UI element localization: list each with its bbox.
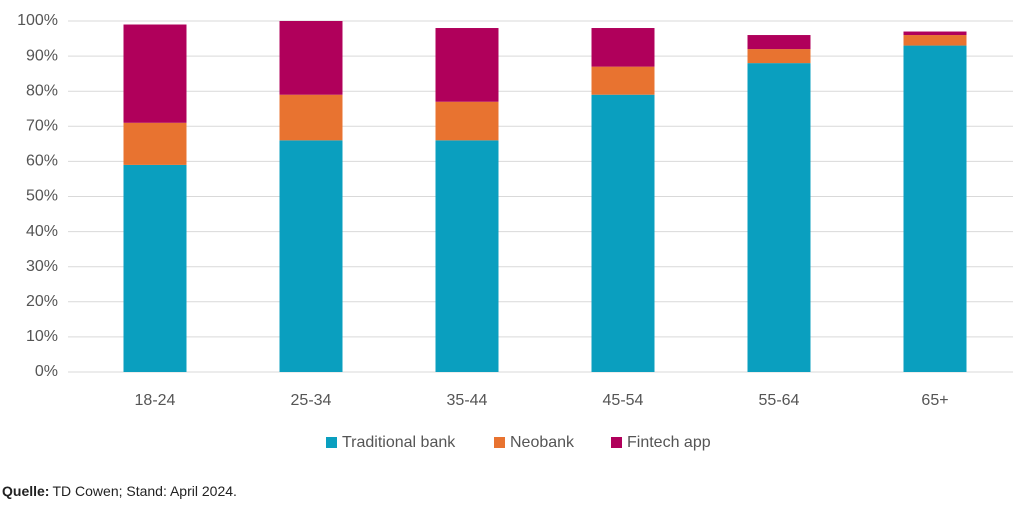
source-label: Quelle: <box>2 483 49 499</box>
source: Quelle: TD Cowen; Stand: April 2024. <box>2 483 237 499</box>
legend-swatch <box>326 437 337 448</box>
x-tick-label: 45-54 <box>603 392 644 409</box>
legend-swatch <box>494 437 505 448</box>
y-tick-label: 0% <box>35 363 58 380</box>
bar-segment <box>591 28 655 67</box>
x-tick-label: 18-24 <box>135 392 176 409</box>
legend-label: Fintech app <box>627 434 711 451</box>
x-tick-label: 55-64 <box>759 392 800 409</box>
y-tick-label: 100% <box>17 12 58 29</box>
bar-segment <box>279 140 343 372</box>
bar-segment <box>747 63 811 373</box>
bar-segment <box>435 140 499 372</box>
y-tick-label: 50% <box>26 188 58 205</box>
bar-segment <box>279 94 343 141</box>
y-tick-label: 30% <box>26 258 58 275</box>
y-tick-label: 80% <box>26 82 58 99</box>
y-tick-label: 90% <box>26 47 58 64</box>
bar-segment <box>123 122 187 165</box>
y-tick-label: 60% <box>26 153 58 170</box>
bar-segment <box>747 35 811 50</box>
bar-segment <box>279 21 343 95</box>
y-tick-label: 10% <box>26 328 58 345</box>
bar-segment <box>591 94 655 373</box>
y-tick-label: 70% <box>26 118 58 135</box>
y-tick-label: 40% <box>26 223 58 240</box>
legend-label: Traditional bank <box>342 434 456 451</box>
bar-segment <box>903 31 967 36</box>
bar-segment <box>435 101 499 141</box>
bar-segment <box>435 28 499 102</box>
bar-segment <box>123 164 187 372</box>
bar-segment <box>903 45 967 372</box>
source-text: TD Cowen; Stand: April 2024. <box>52 483 236 499</box>
bar-segment <box>903 35 967 46</box>
bar-segment <box>591 66 655 95</box>
x-tick-label: 25-34 <box>291 392 332 409</box>
legend-label: Neobank <box>510 434 575 451</box>
bar-segment <box>123 24 187 123</box>
legend-swatch <box>611 437 622 448</box>
y-tick-label: 20% <box>26 293 58 310</box>
bar-segment <box>747 49 811 64</box>
x-tick-label: 65+ <box>921 392 948 409</box>
x-tick-label: 35-44 <box>447 392 488 409</box>
